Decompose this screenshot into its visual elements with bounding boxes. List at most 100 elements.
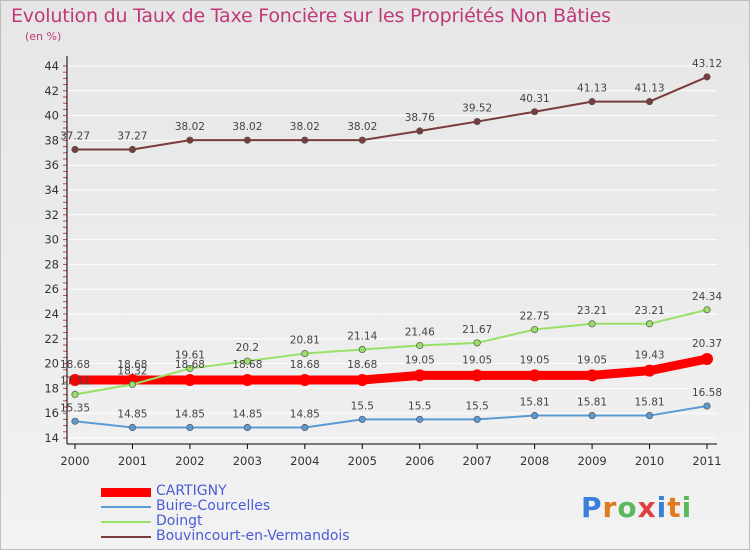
legend-swatch — [101, 488, 151, 497]
data-label: 14.85 — [175, 408, 205, 420]
data-point — [69, 373, 81, 386]
series-line — [74, 405, 708, 429]
logo-letter: x — [637, 491, 657, 524]
data-label: 21.46 — [405, 326, 435, 338]
data-point — [413, 369, 426, 382]
series-doingt — [71, 306, 711, 398]
x-tick-label: 2003 — [233, 454, 262, 468]
data-point — [645, 412, 654, 420]
data-point — [703, 402, 711, 410]
y-tick-labels: 14 16 18 20 22 24 26 28 30 32 34 36 38 40 42 44 — [44, 59, 59, 445]
data-label: 19.05 — [520, 354, 550, 366]
axes — [63, 56, 717, 449]
y-tick-label: 26 — [44, 282, 59, 296]
data-label: 24.34 — [692, 291, 722, 303]
series-group — [69, 73, 713, 432]
data-label: 18.32 — [117, 365, 147, 377]
data-label: 15.5 — [408, 400, 431, 412]
data-point — [358, 345, 366, 354]
logo-letter: i — [656, 491, 668, 524]
series-line — [74, 75, 708, 151]
data-label: 38.02 — [175, 121, 205, 133]
data-point — [528, 369, 541, 382]
y-tick-label: 20 — [44, 357, 59, 371]
data-label: 15.81 — [577, 397, 607, 409]
data-label: 15.81 — [635, 397, 665, 409]
data-point — [128, 145, 137, 154]
data-label: 23.21 — [635, 305, 665, 317]
y-tick-label: 28 — [44, 257, 59, 271]
data-point — [473, 415, 481, 423]
proxiti-logo: Proxiti — [581, 491, 692, 524]
series-line — [74, 308, 708, 396]
x-tick-label: 2002 — [175, 454, 204, 468]
data-label: 14.85 — [232, 408, 262, 420]
chart-title: Evolution du Taux de Taxe Foncière sur l… — [11, 5, 611, 27]
data-labels: 18.68 18.68 18.68 18.68 18.68 18.68 19.05 19.05… — [60, 58, 722, 421]
logo-letter: o — [617, 491, 638, 524]
data-label: 18.68 — [175, 359, 205, 371]
data-label: 18.68 — [117, 359, 147, 371]
logo-letter: i — [681, 491, 693, 524]
data-point — [71, 417, 79, 425]
grid-lines — [67, 65, 717, 439]
data-label: 38.02 — [290, 121, 320, 133]
data-label: 19.05 — [577, 354, 607, 366]
data-label: 21.67 — [462, 324, 492, 336]
data-label: 18.68 — [60, 359, 90, 371]
data-label: 40.31 — [520, 93, 550, 105]
data-point — [703, 306, 711, 314]
legend-label: Doingt — [156, 513, 203, 529]
y-tick-label: 22 — [44, 332, 59, 346]
x-tick-label: 2011 — [692, 454, 721, 468]
data-point — [356, 373, 369, 386]
x-tick-label: 2008 — [520, 454, 549, 468]
data-label: 15.81 — [520, 397, 550, 409]
series-buire-courcelles — [71, 402, 711, 432]
data-label: 20.37 — [692, 338, 722, 350]
data-label: 18.68 — [232, 359, 262, 371]
data-point — [586, 369, 599, 382]
data-point — [703, 73, 711, 81]
data-point — [301, 423, 309, 432]
x-tick-label: 2010 — [635, 454, 664, 468]
data-label: 37.27 — [60, 130, 90, 142]
y-tick-label: 34 — [44, 183, 59, 197]
series-line — [70, 354, 712, 385]
data-label: 37.27 — [117, 130, 147, 142]
data-point — [241, 373, 254, 386]
data-label: 16.58 — [692, 387, 722, 399]
data-point — [588, 320, 596, 328]
legend-swatch — [101, 506, 151, 508]
data-label: 41.13 — [577, 83, 607, 95]
x-tick-label: 2000 — [60, 454, 89, 468]
data-point — [128, 423, 137, 432]
data-label: 23.21 — [577, 305, 607, 317]
legend-label: CARTIGNY — [156, 483, 227, 499]
x-tick-label: 2001 — [118, 454, 147, 468]
legend-label: Buire-Courcelles — [156, 498, 271, 514]
data-point — [645, 98, 654, 106]
data-point — [531, 325, 539, 334]
data-label: 38.02 — [347, 121, 377, 133]
data-label: 20.81 — [290, 335, 320, 347]
data-label: 19.05 — [462, 354, 492, 366]
data-label: 15.5 — [465, 400, 488, 412]
data-point — [471, 369, 484, 382]
data-label: 19.05 — [405, 354, 435, 366]
data-point — [243, 136, 251, 144]
y-tick-label: 36 — [44, 158, 59, 172]
data-point — [128, 380, 137, 388]
series-bouvincourt-en-vermandois — [71, 73, 711, 154]
x-tick-labels: 2000 2001 2002 2003 2004 2005 2006 2007 2008 2009… — [60, 454, 721, 468]
data-label: 21.14 — [347, 330, 377, 342]
data-label: 39.52 — [462, 103, 492, 115]
data-label: 38.02 — [232, 121, 262, 133]
series-cartigny — [69, 353, 713, 386]
data-point — [531, 412, 539, 420]
y-tick-label: 42 — [44, 84, 59, 98]
data-point — [473, 339, 481, 347]
data-point — [358, 136, 366, 144]
